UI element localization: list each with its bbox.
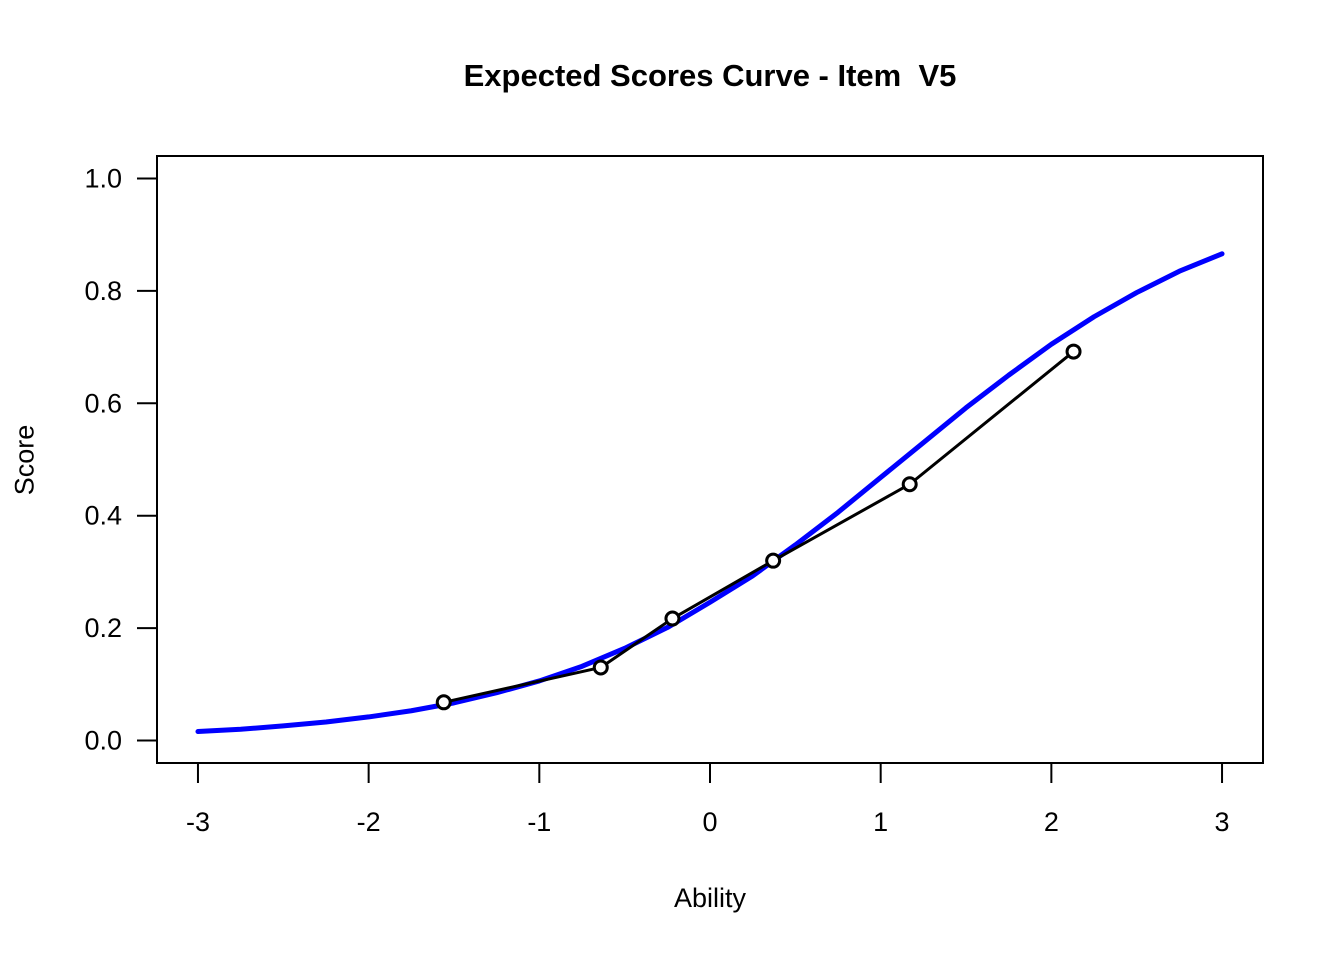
y-tick-label: 0.8 — [84, 276, 122, 306]
chart-title: Expected Scores Curve - Item V5 — [463, 58, 957, 93]
plot-box — [156, 155, 1264, 764]
x-tick-label: -2 — [357, 807, 381, 837]
y-tick-label: 0.6 — [84, 388, 122, 418]
x-tick-label: -1 — [527, 807, 551, 837]
x-tick-label: 2 — [1044, 807, 1059, 837]
model-expected-score-curve-line — [195, 251, 1225, 735]
y-tick-label: 0.0 — [84, 726, 122, 756]
y-tick-label: 0.4 — [84, 501, 122, 531]
x-axis-label: Ability — [673, 883, 747, 913]
observed-expected-scores-point — [901, 476, 918, 493]
observed-expected-scores-point — [664, 610, 681, 627]
y-tick-label: 1.0 — [84, 163, 122, 193]
observed-expected-scores-point — [435, 694, 452, 711]
observed-expected-scores-point — [765, 552, 782, 569]
x-tick-label: 1 — [873, 807, 888, 837]
observed-expected-scores-line — [442, 350, 1076, 704]
observed-expected-scores-point — [1065, 343, 1082, 360]
y-tick-label: 0.2 — [84, 613, 122, 643]
x-tick-label: 3 — [1215, 807, 1230, 837]
observed-expected-scores-point — [592, 659, 609, 676]
x-tick-label: 0 — [702, 807, 717, 837]
x-tick-label: -3 — [186, 807, 210, 837]
